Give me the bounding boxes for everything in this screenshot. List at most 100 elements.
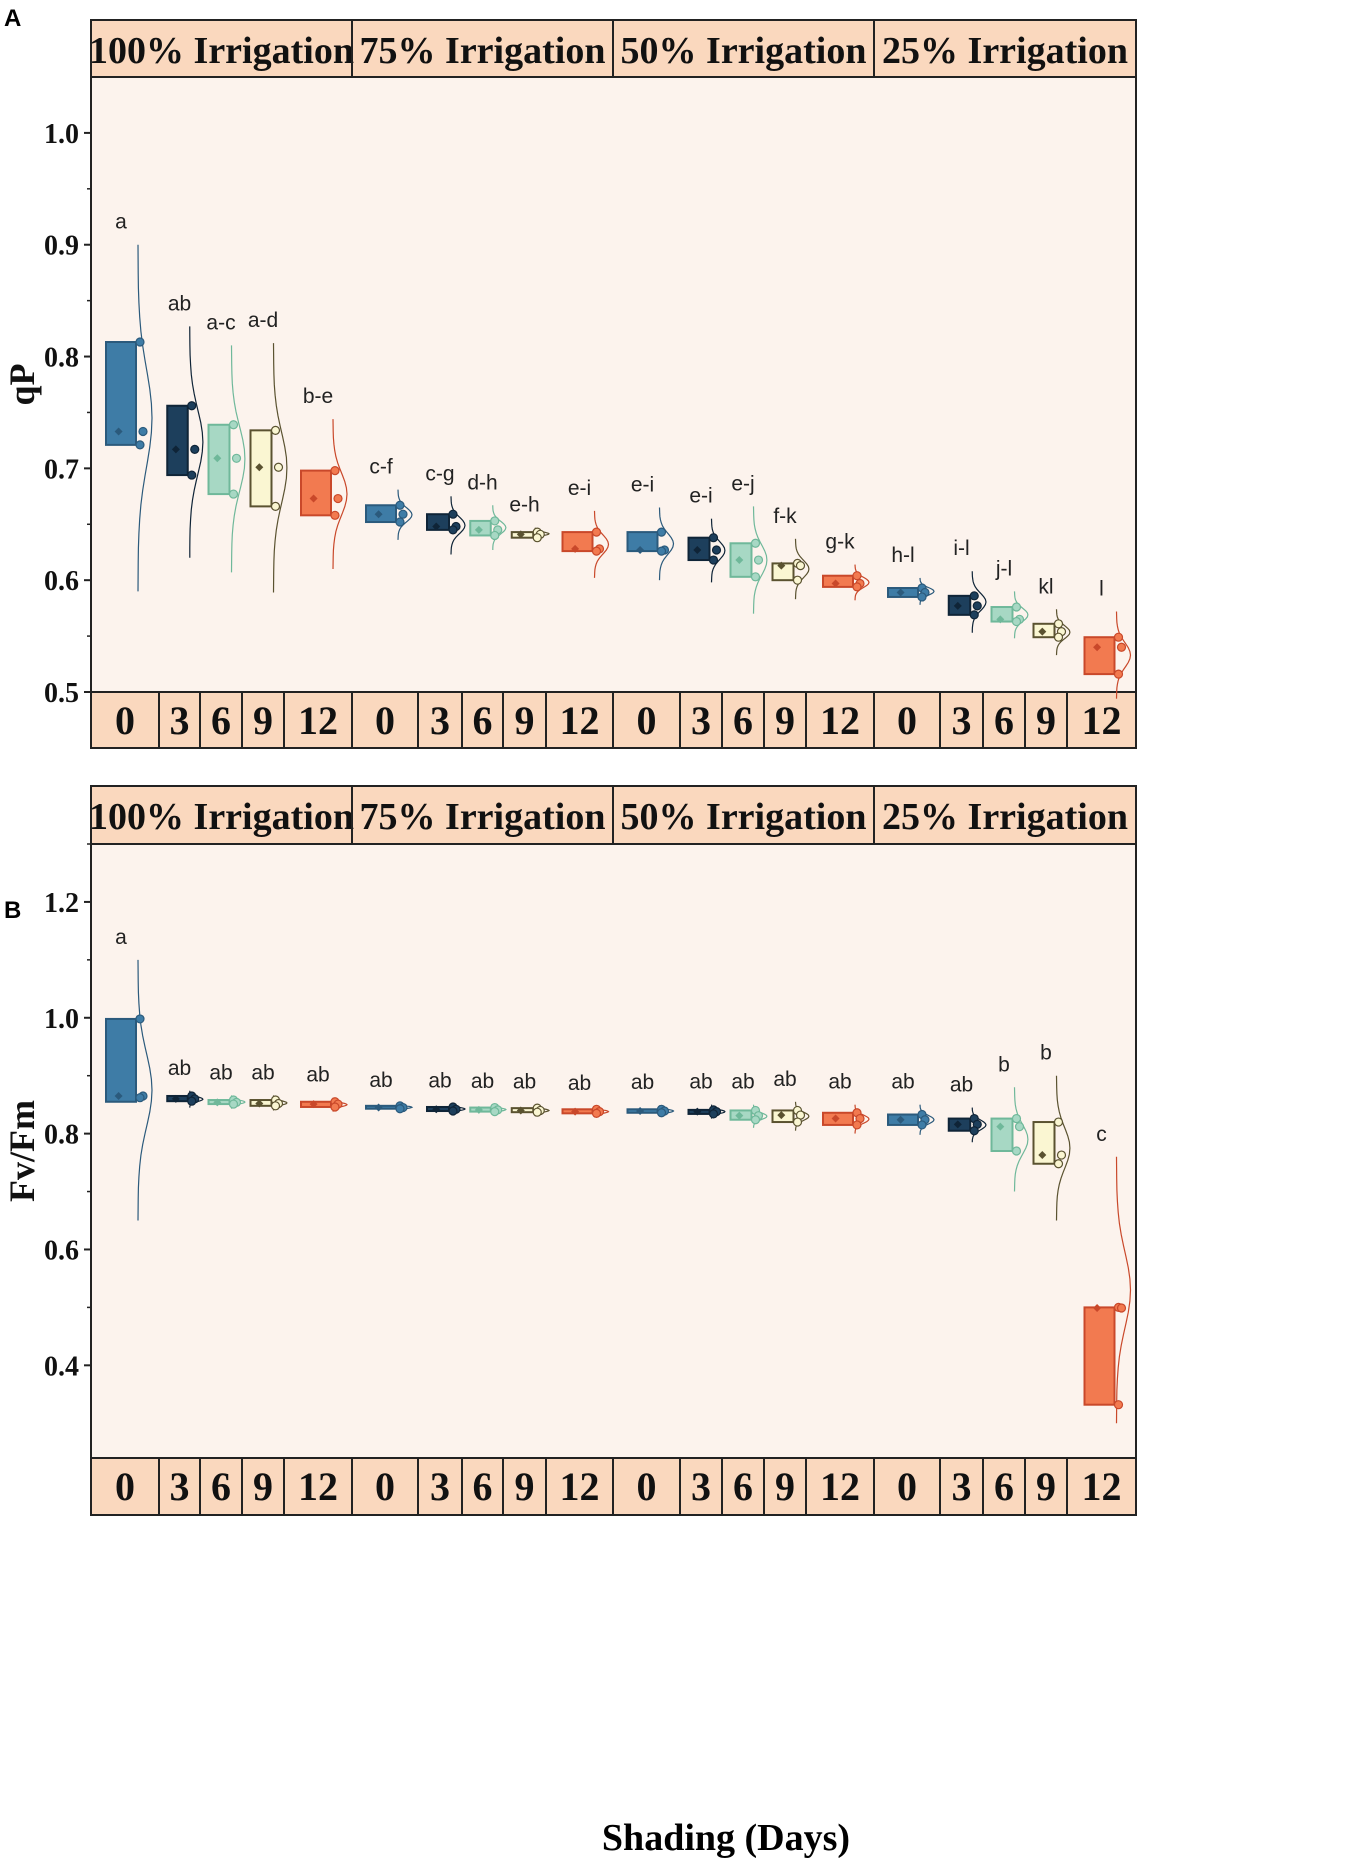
data-point <box>490 530 500 541</box>
mean-marker <box>309 494 318 503</box>
mean-marker <box>777 1111 786 1120</box>
data-point <box>395 500 405 510</box>
group-label: 50% Irrigation <box>621 30 867 72</box>
data-point <box>135 1093 145 1103</box>
significance-letter: e-i <box>568 477 591 500</box>
data-point <box>792 575 803 585</box>
mean-marker <box>571 544 580 553</box>
group-label: 25% Irrigation <box>882 796 1128 838</box>
distribution-curve <box>710 518 726 583</box>
data-point <box>972 601 982 611</box>
data-point <box>1053 619 1064 629</box>
group-label: 100% Irrigation <box>89 796 354 838</box>
data-point <box>1113 669 1124 679</box>
distribution-curve <box>752 506 768 614</box>
box-2-day9: ab <box>771 1068 810 1131</box>
data-point <box>270 501 281 511</box>
significance-letter: a <box>115 211 127 234</box>
significance-letter: e-h <box>509 494 539 517</box>
data-point <box>852 582 862 592</box>
plot-area <box>91 77 1136 692</box>
data-point <box>490 516 500 526</box>
x-tick-label: 6 <box>211 698 231 743</box>
data-point <box>917 1120 927 1130</box>
significance-letter: h-l <box>891 544 914 567</box>
box-2-day9: f-k <box>771 505 810 600</box>
plot-frame <box>90 843 1137 1459</box>
box-3-day9: b <box>1032 1042 1071 1221</box>
data-point <box>750 538 761 548</box>
box-2-day3: e-i <box>687 485 726 583</box>
data-point <box>1053 1117 1064 1127</box>
significance-letter: a-d <box>248 309 278 332</box>
data-point <box>398 509 408 519</box>
significance-letter: f-k <box>773 505 797 528</box>
box-body <box>626 531 659 553</box>
data-point <box>1011 1146 1022 1156</box>
mean-marker <box>374 510 383 519</box>
box-body <box>166 404 189 477</box>
mean-marker <box>114 427 123 436</box>
x-tick-label: 3 <box>691 698 711 743</box>
data-point <box>750 1115 761 1125</box>
x-axis-title: Shading (Days) <box>602 1817 850 1858</box>
significance-letter: b-e <box>303 385 333 408</box>
x-tick-label: 12 <box>298 698 338 743</box>
x-tick-label: 12 <box>298 1464 338 1509</box>
x-tick-label: 6 <box>733 1464 753 1509</box>
data-point <box>448 1106 458 1116</box>
distribution-curve <box>971 1107 987 1143</box>
box-0-day12: b-e <box>300 385 348 570</box>
y-axis-title: Fv/Fm <box>2 1100 42 1202</box>
mean-marker <box>953 601 962 610</box>
mean-marker <box>996 615 1005 624</box>
x-tick-label: 3 <box>952 698 972 743</box>
data-point <box>135 337 145 347</box>
mean-marker <box>735 556 744 565</box>
significance-letter: e-j <box>731 472 754 495</box>
x-tick-label: 6 <box>473 1464 493 1509</box>
mean-marker <box>474 1105 483 1114</box>
distribution-curve <box>1055 1075 1071 1221</box>
y-tick-label: 0.8 <box>44 1120 79 1151</box>
x-tick-label: 6 <box>473 698 493 743</box>
x-tick-label: 9 <box>1036 698 1056 743</box>
x-tick-label: 0 <box>897 698 917 743</box>
plot-frame <box>90 76 1137 693</box>
distribution-curve <box>854 564 870 601</box>
box-body <box>105 341 137 446</box>
data-point <box>708 555 719 565</box>
x-tick-label: 9 <box>253 1464 273 1509</box>
box-3-day0: ab <box>887 1071 935 1135</box>
significance-letter: ab <box>251 1061 274 1084</box>
distribution-curve <box>450 496 466 555</box>
mean-marker <box>309 1100 318 1109</box>
data-point <box>490 1107 500 1117</box>
distribution-curve <box>1013 1087 1029 1192</box>
data-point <box>969 1126 979 1136</box>
significance-letter: g-k <box>825 531 855 554</box>
significance-letter: e-i <box>631 474 654 497</box>
box-1-day9: ab <box>510 1071 551 1117</box>
significance-letter: ab <box>773 1068 796 1091</box>
mean-marker <box>1093 643 1102 652</box>
x-tick-label: 9 <box>515 698 535 743</box>
mean-marker <box>831 579 840 588</box>
box-2-day0: ab <box>626 1071 675 1118</box>
data-point <box>656 1108 667 1118</box>
significance-letter: c-g <box>425 462 454 485</box>
x-tick-label: 9 <box>515 1464 535 1509</box>
data-point <box>138 426 148 437</box>
x-tick-label: 9 <box>775 1464 795 1509</box>
box-2-day0: e-i <box>626 474 675 581</box>
box-3-day6: j-l <box>990 557 1029 639</box>
significance-letter: c <box>1096 1123 1107 1146</box>
distribution-curve <box>1013 591 1029 639</box>
data-point <box>1014 1122 1025 1132</box>
mean-marker <box>213 454 222 463</box>
data-point <box>708 1109 719 1119</box>
mean-marker <box>255 463 264 472</box>
x-tick-label: 9 <box>253 698 273 743</box>
significance-letter: i-l <box>953 537 969 560</box>
